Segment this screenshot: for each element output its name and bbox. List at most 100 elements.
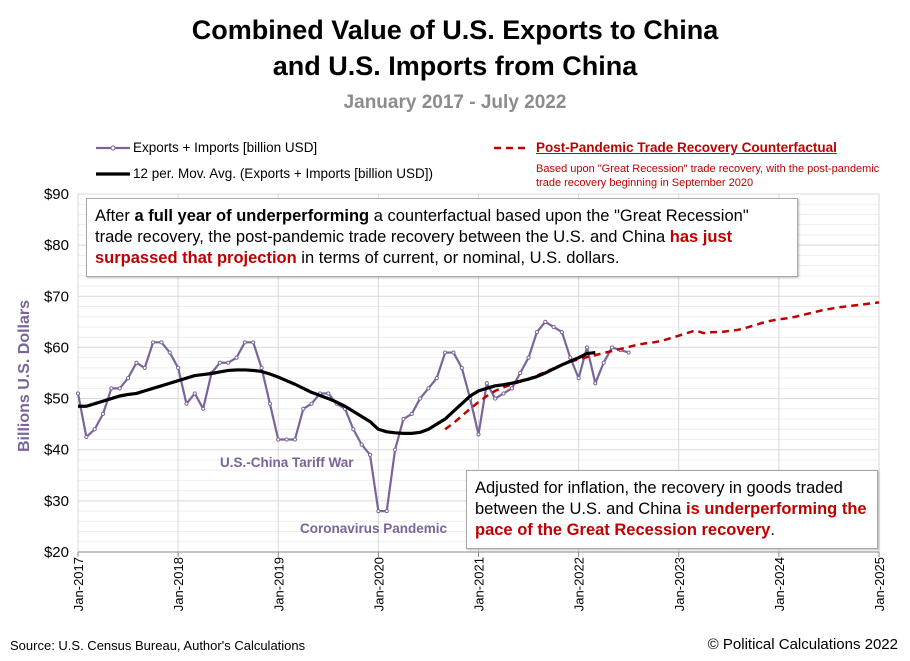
x-tick-label: Jan-2017	[71, 557, 86, 611]
y-tick-label: $20	[44, 544, 69, 561]
annotation-bottom-c: .	[770, 521, 775, 539]
series-exports-imports-point	[576, 376, 581, 381]
legend-counterfactual-note: Based upon "Great Recession" trade recov…	[536, 163, 880, 189]
x-tick-label: Jan-2021	[472, 557, 487, 611]
series-exports-imports-point	[184, 401, 189, 406]
series-exports-imports-point	[451, 350, 456, 355]
series-exports-imports-point	[609, 345, 615, 350]
series-exports-imports-point	[351, 427, 356, 432]
legend-series2-label: 12 per. Mov. Avg. (Exports + Imports [bi…	[133, 166, 433, 181]
tariff-war-label: U.S.-China Tariff War	[220, 455, 354, 470]
annotation-bottom-b: is underperforming the pace of the Great…	[475, 500, 867, 539]
series-exports-imports-point	[109, 386, 114, 391]
y-axis-label: Billions U.S. Dollars	[16, 299, 33, 452]
series-exports-imports-point	[434, 376, 439, 381]
x-tick-label: Jan-2019	[271, 557, 286, 611]
series-exports-imports-point	[526, 355, 531, 360]
source-note: Source: U.S. Census Bureau, Author's Cal…	[10, 638, 306, 653]
series-exports-imports-point	[501, 391, 506, 396]
series-exports-imports-point	[426, 386, 431, 391]
series-exports-imports-point	[376, 508, 381, 514]
series-exports-imports-point	[284, 437, 289, 442]
series-counterfactual-line	[444, 301, 880, 431]
chart-title-line2: and U.S. Imports from China	[272, 51, 638, 81]
annotation-top-e: in terms of current, or nominal, U.S. do…	[296, 249, 620, 267]
series-exports-imports-point	[443, 350, 448, 355]
series-exports-imports-point	[626, 350, 631, 355]
annotation-top-a: After	[95, 207, 135, 225]
x-tick-label: Jan-2023	[672, 557, 687, 611]
series-exports-imports-point	[134, 360, 139, 365]
annotation-top-d: has just surpassed that projection	[95, 228, 733, 267]
chart-subtitle: January 2017 - July 2022	[343, 92, 567, 113]
y-tick-label: $50	[44, 391, 69, 408]
series-exports-imports-point	[551, 324, 556, 330]
series-exports-imports-point	[242, 340, 247, 345]
series-exports-imports-point	[251, 340, 256, 345]
series-exports-imports-point	[301, 406, 306, 411]
series-exports-imports-point	[125, 376, 131, 381]
series-exports-imports-point	[534, 329, 540, 335]
annotation-top: After a full year of underperforming a c…	[86, 198, 798, 277]
chart-title-line1: Combined Value of U.S. Exports to China	[191, 15, 719, 45]
series-exports-imports-point	[392, 447, 398, 452]
series-exports-imports-point	[543, 319, 548, 324]
series-exports-imports-point	[417, 396, 423, 401]
series-exports-imports-point	[367, 452, 373, 457]
series-exports-imports-point	[100, 411, 106, 417]
series-exports-imports-point	[601, 360, 606, 365]
series-moving-average-line	[78, 350, 596, 435]
series-exports-imports-point	[309, 401, 314, 406]
series-exports-imports-point	[259, 365, 264, 370]
series-exports-imports-point	[234, 355, 239, 360]
series-exports-imports-point	[192, 391, 197, 396]
series-exports-imports-point	[226, 360, 231, 365]
x-tick-label: Jan-2022	[572, 557, 587, 611]
series-exports-imports-point	[476, 432, 481, 437]
y-tick-label: $40	[44, 442, 69, 459]
x-tick-label: Jan-2025	[872, 557, 887, 611]
series-exports-imports-point	[142, 365, 147, 370]
legend-series1-marker	[110, 145, 116, 151]
series-layer	[75, 301, 880, 514]
series-exports-imports-point	[568, 355, 573, 360]
series-exports-imports-point	[217, 360, 222, 365]
series-exports-imports-point	[409, 411, 414, 417]
y-tick-label: $30	[44, 493, 69, 510]
series-exports-imports-point	[176, 365, 181, 370]
series-exports-imports-point	[593, 381, 598, 386]
series-exports-imports-point	[267, 401, 273, 406]
series-exports-imports-point	[92, 427, 97, 432]
copyright-note: © Political Calculations 2022	[707, 636, 898, 653]
x-tick-label: Jan-2018	[171, 557, 186, 611]
y-tick-label: $60	[44, 339, 69, 356]
series-exports-imports-point	[159, 340, 164, 345]
annotation-bottom: Adjusted for inflation, the recovery in …	[466, 470, 878, 549]
annotation-bottom-a: Adjusted for inflation, the recovery in …	[475, 479, 843, 518]
series-exports-imports-point	[484, 381, 489, 386]
series-exports-imports-point	[509, 386, 514, 391]
legend-counterfactual-title: Post-Pandemic Trade Recovery Counterfact…	[536, 140, 837, 155]
series-exports-imports-point	[201, 406, 206, 411]
series-exports-imports-point	[401, 416, 406, 422]
series-exports-imports-point	[75, 391, 81, 396]
y-tick-label: $70	[44, 288, 69, 305]
series-exports-imports-point	[117, 386, 122, 391]
y-tick-label: $80	[44, 237, 69, 254]
series-exports-imports-point	[292, 437, 298, 442]
series-exports-imports-point	[518, 370, 523, 376]
pandemic-label: Coronavirus Pandemic	[300, 521, 448, 536]
series-exports-imports-point	[384, 508, 389, 514]
series-exports-imports-point	[84, 434, 89, 440]
axes: $20 $30 $40 $50 $60 $70 $80 $90 Jan-2017 Jan-2018…	[44, 186, 887, 611]
legend-swatches	[96, 145, 530, 176]
y-tick-label: $90	[44, 186, 69, 203]
series-exports-imports-point	[167, 350, 172, 355]
annotation-top-c: a counterfactual based upon the "Great R…	[95, 207, 749, 246]
series-exports-imports-point	[276, 437, 281, 442]
series-exports-imports-point	[559, 329, 565, 335]
series-exports-imports-point	[150, 340, 156, 345]
series-exports-imports-point	[493, 396, 498, 401]
x-tick-label: Jan-2024	[772, 557, 787, 611]
